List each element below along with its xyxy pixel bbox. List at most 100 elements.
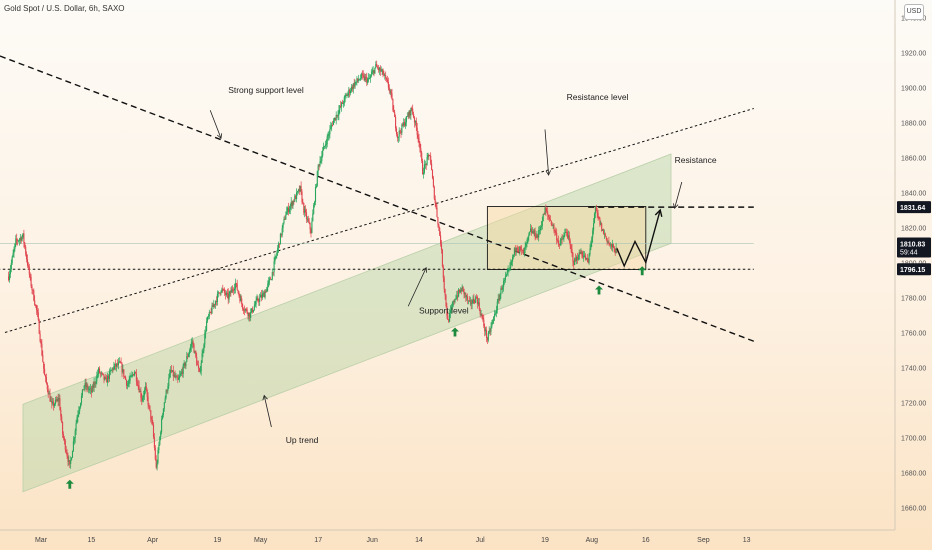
candle (256, 297, 258, 300)
candle (312, 213, 314, 222)
candle (341, 102, 343, 107)
candle (482, 317, 484, 320)
candle (128, 380, 130, 384)
candle (92, 386, 94, 388)
candle (506, 271, 508, 275)
candle (431, 163, 433, 171)
candle (89, 389, 91, 390)
candle (257, 297, 259, 301)
candle (104, 377, 106, 380)
candle (331, 124, 333, 127)
candle (517, 249, 519, 251)
candle (173, 374, 175, 377)
candle (124, 376, 126, 378)
candle (529, 231, 531, 235)
candle (422, 160, 424, 175)
candle (208, 312, 210, 317)
candle (353, 83, 355, 87)
candle (197, 365, 200, 369)
candle (179, 375, 181, 378)
candle (461, 286, 463, 292)
price-label-box (897, 201, 931, 214)
candle (134, 372, 137, 374)
currency-badge[interactable]: USD (904, 4, 924, 20)
candle (112, 368, 114, 370)
candle (282, 222, 284, 229)
candle (405, 116, 407, 123)
candle (23, 233, 25, 243)
candle (419, 142, 421, 149)
candle (187, 356, 189, 358)
candle (74, 430, 76, 439)
candle (489, 330, 491, 332)
candle (172, 370, 174, 377)
candle (399, 130, 401, 132)
candle (77, 414, 79, 418)
candle (403, 122, 405, 126)
candle (528, 234, 530, 237)
candle (384, 75, 386, 76)
candle (56, 399, 58, 401)
candle (430, 155, 432, 164)
candle (368, 78, 370, 80)
candle (153, 437, 155, 448)
candle (557, 240, 560, 245)
candle (611, 244, 614, 248)
candle (191, 341, 193, 344)
candle (612, 244, 614, 248)
candle (54, 399, 56, 405)
candle (269, 278, 271, 281)
candle (9, 268, 11, 275)
candle (596, 211, 598, 214)
candle (589, 248, 591, 255)
candle (315, 185, 317, 188)
candle (571, 248, 573, 254)
candle (19, 237, 21, 240)
candle (211, 305, 213, 314)
candle (116, 363, 119, 366)
candle (230, 291, 232, 293)
candle (234, 283, 236, 289)
candle (57, 399, 59, 402)
candle (453, 301, 455, 302)
candle (125, 376, 127, 380)
candle (601, 223, 603, 231)
candle (417, 135, 419, 138)
candle (111, 368, 113, 371)
candle (319, 161, 321, 166)
candle (591, 237, 593, 243)
candles (8, 60, 618, 471)
candle (307, 218, 309, 222)
candle (195, 351, 197, 357)
candle (438, 224, 440, 228)
candle (603, 233, 605, 235)
candle (189, 346, 191, 351)
candle (532, 231, 534, 234)
candle (123, 369, 125, 377)
x-tick-label: 19 (541, 537, 549, 544)
candle (569, 240, 571, 246)
candle (232, 289, 234, 291)
candle (31, 286, 33, 290)
candle (313, 205, 315, 214)
candle (62, 434, 65, 439)
candle (605, 236, 607, 239)
candle (402, 124, 404, 126)
candle (50, 400, 52, 402)
candle (283, 218, 285, 223)
candle (178, 377, 180, 380)
candle (394, 112, 396, 117)
candle (463, 288, 465, 295)
candle (549, 219, 551, 221)
candle (228, 294, 230, 300)
candle (338, 109, 340, 116)
candle (416, 127, 418, 136)
candle (199, 371, 201, 372)
candle (201, 353, 203, 363)
candle (275, 255, 277, 258)
candle (344, 95, 346, 98)
candle (556, 233, 558, 241)
candle (604, 233, 606, 237)
